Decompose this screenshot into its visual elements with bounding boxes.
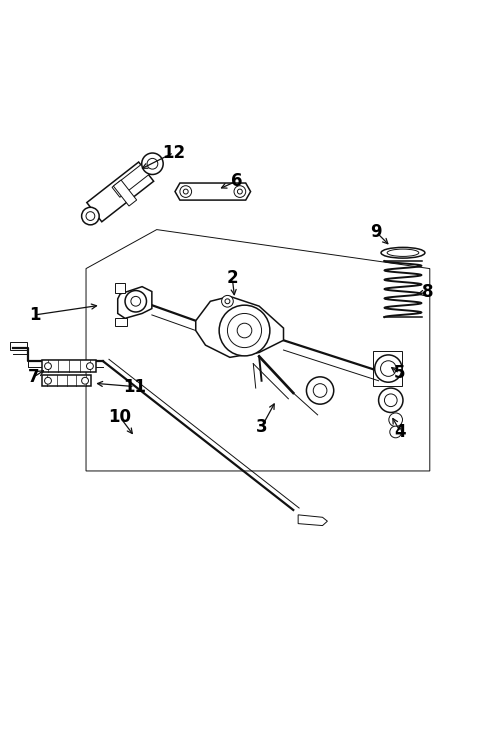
- Circle shape: [313, 384, 326, 397]
- Circle shape: [227, 313, 261, 347]
- Circle shape: [224, 299, 229, 303]
- Text: 2: 2: [226, 269, 238, 287]
- Circle shape: [86, 363, 93, 370]
- Ellipse shape: [386, 249, 418, 257]
- Polygon shape: [113, 180, 137, 206]
- Circle shape: [44, 363, 51, 370]
- Polygon shape: [115, 318, 127, 326]
- Polygon shape: [298, 515, 327, 525]
- Polygon shape: [10, 342, 26, 350]
- Circle shape: [147, 158, 158, 169]
- Polygon shape: [118, 286, 152, 318]
- Text: 12: 12: [162, 143, 185, 162]
- Text: 3: 3: [255, 418, 267, 436]
- Circle shape: [374, 355, 401, 382]
- Circle shape: [388, 413, 402, 427]
- Circle shape: [237, 189, 242, 194]
- Circle shape: [384, 394, 396, 407]
- Circle shape: [183, 189, 188, 194]
- Text: 9: 9: [369, 223, 381, 241]
- Circle shape: [378, 388, 402, 413]
- Circle shape: [389, 426, 401, 438]
- Circle shape: [306, 377, 333, 404]
- Circle shape: [81, 207, 99, 225]
- Circle shape: [221, 295, 233, 307]
- Circle shape: [237, 324, 251, 338]
- Circle shape: [44, 378, 51, 384]
- Circle shape: [125, 291, 146, 312]
- Text: 5: 5: [393, 364, 405, 382]
- Text: 11: 11: [123, 378, 146, 395]
- Ellipse shape: [380, 247, 424, 258]
- Text: 7: 7: [28, 368, 40, 386]
- Circle shape: [81, 378, 88, 384]
- Polygon shape: [42, 360, 96, 372]
- Circle shape: [86, 211, 95, 220]
- Circle shape: [380, 361, 395, 376]
- Polygon shape: [175, 183, 250, 200]
- Text: 6: 6: [231, 172, 243, 190]
- Text: 1: 1: [29, 306, 41, 324]
- Polygon shape: [115, 283, 125, 293]
- Circle shape: [234, 186, 245, 197]
- Polygon shape: [42, 375, 91, 386]
- Circle shape: [219, 305, 269, 356]
- Polygon shape: [112, 159, 156, 197]
- Polygon shape: [195, 296, 283, 358]
- Circle shape: [131, 296, 141, 306]
- Text: 8: 8: [421, 283, 432, 301]
- Text: 4: 4: [394, 423, 406, 441]
- Polygon shape: [86, 162, 153, 222]
- Text: 10: 10: [108, 408, 131, 427]
- Circle shape: [180, 186, 191, 197]
- Circle shape: [142, 153, 163, 174]
